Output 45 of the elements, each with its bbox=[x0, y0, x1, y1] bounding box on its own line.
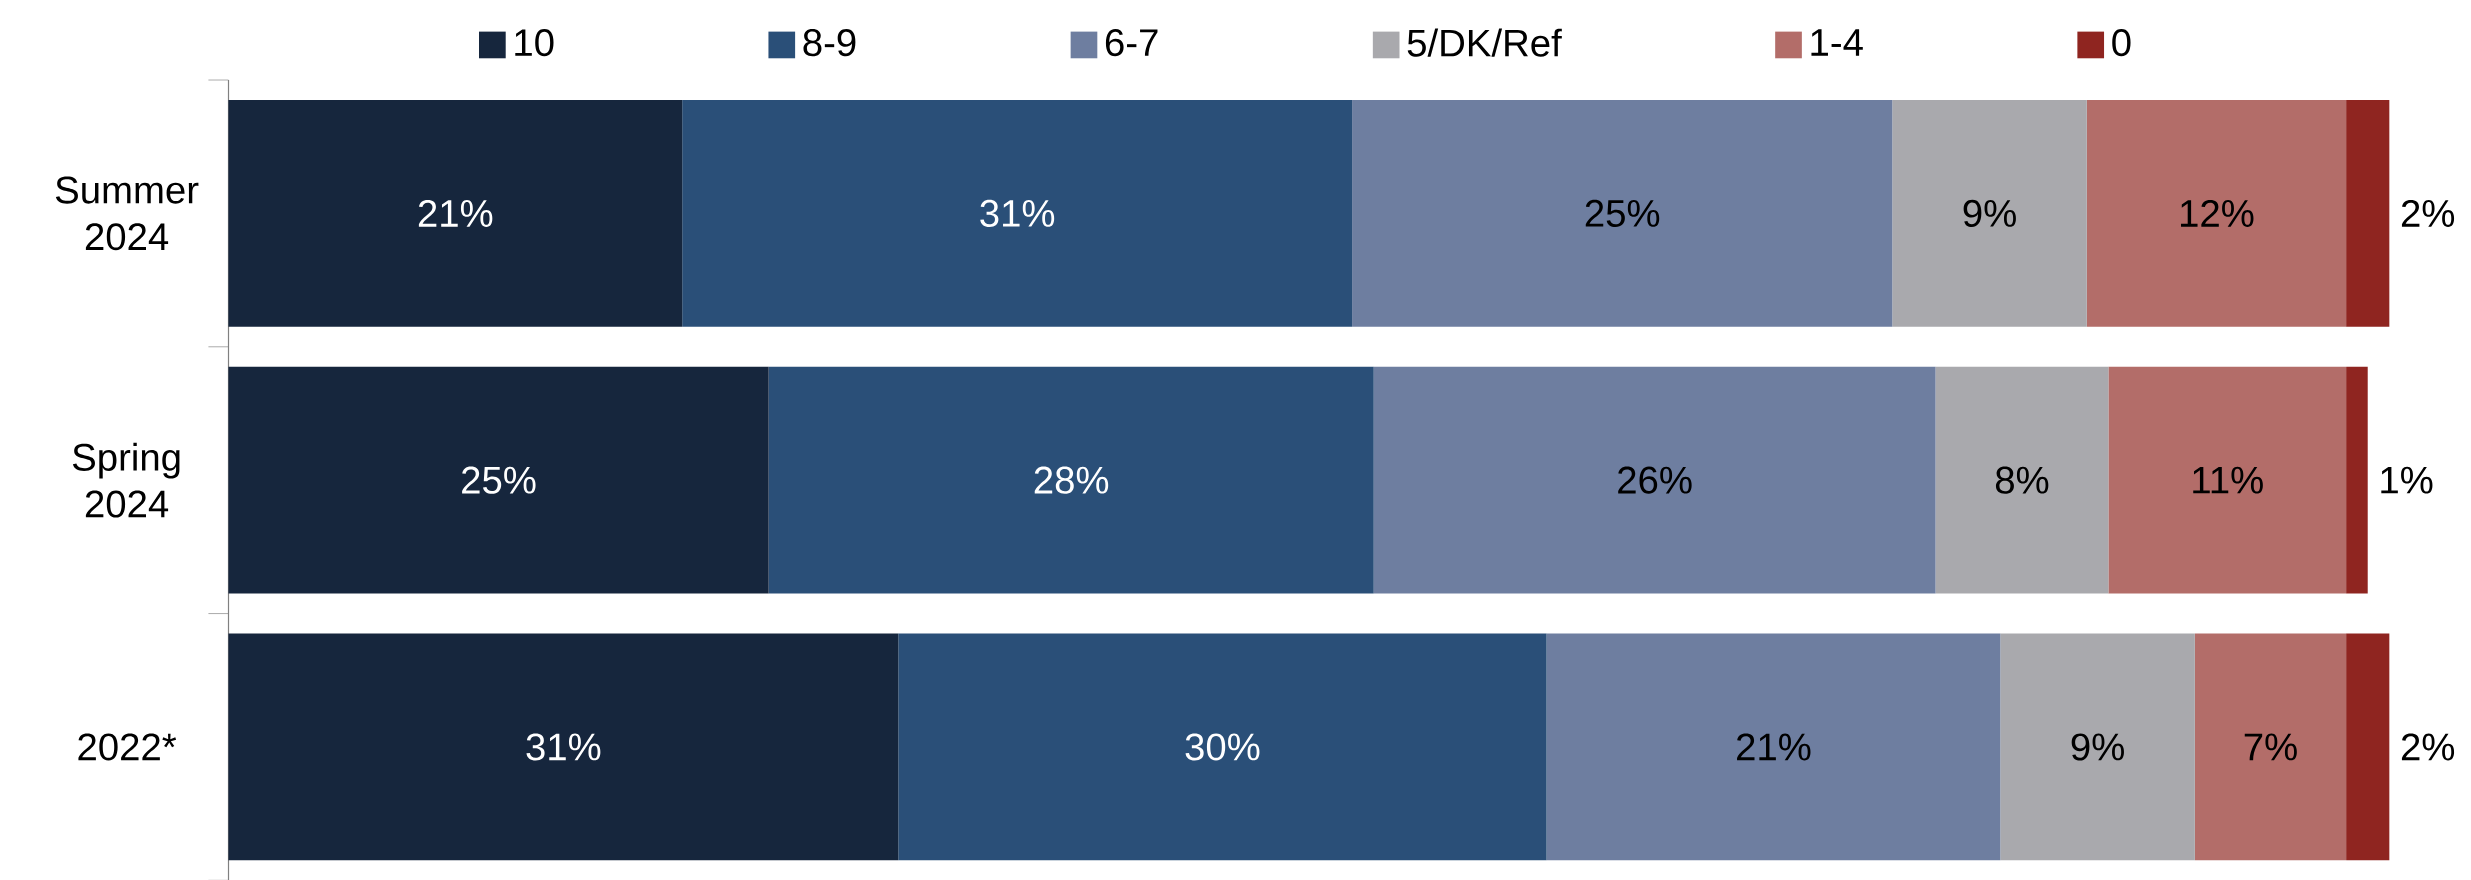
bar bbox=[2194, 633, 2347, 861]
bar bbox=[768, 366, 1374, 594]
data-label: 12% bbox=[2181, 199, 2254, 227]
bar bbox=[2346, 633, 2390, 861]
bar bbox=[2108, 366, 2347, 594]
bar bbox=[898, 633, 1547, 861]
y-tick-label: Spring 2024 bbox=[72, 442, 180, 518]
data-label: 28% bbox=[1034, 466, 1109, 494]
data-label: 25% bbox=[1585, 199, 1660, 227]
bar bbox=[228, 633, 899, 861]
legend-label: 0 bbox=[2112, 28, 2131, 57]
legend-label: 1-4 bbox=[1811, 29, 1863, 56]
bar bbox=[682, 99, 1353, 327]
data-label: 2% bbox=[2401, 733, 2455, 761]
bar bbox=[2346, 99, 2390, 327]
data-label: 21% bbox=[1737, 733, 1811, 761]
data-label: 1% bbox=[2381, 466, 2433, 494]
data-label: 31% bbox=[980, 199, 1055, 227]
bar bbox=[228, 99, 683, 327]
bar bbox=[2000, 633, 2195, 861]
bar bbox=[1373, 366, 1936, 594]
bar bbox=[1352, 99, 1893, 327]
data-label: 25% bbox=[462, 466, 536, 494]
legend-label: 8-9 bbox=[803, 28, 856, 57]
legend-label: 6-7 bbox=[1105, 28, 1158, 57]
data-label: 26% bbox=[1618, 466, 1692, 494]
data-label: 11% bbox=[2193, 466, 2263, 494]
legend-label: 5/DK/Ref bbox=[1407, 28, 1562, 57]
data-label: 2% bbox=[2401, 199, 2455, 227]
bar bbox=[1935, 366, 2109, 594]
bar bbox=[2086, 99, 2347, 327]
data-label: 31% bbox=[526, 733, 601, 761]
bar bbox=[1892, 99, 2087, 327]
data-label: 9% bbox=[1963, 199, 2016, 227]
legend-label: 10 bbox=[515, 28, 554, 57]
bar bbox=[228, 366, 769, 594]
data-label: 21% bbox=[418, 199, 493, 227]
bar bbox=[1546, 633, 2001, 861]
y-tick-label: Summer 2024 bbox=[55, 176, 199, 251]
bar bbox=[2346, 366, 2368, 594]
y-tick-label: 2022* bbox=[78, 733, 177, 761]
data-label: 30% bbox=[1185, 733, 1260, 761]
data-label: 8% bbox=[1995, 466, 2049, 494]
data-label: 7% bbox=[2244, 733, 2297, 761]
data-label: 9% bbox=[2071, 733, 2124, 761]
